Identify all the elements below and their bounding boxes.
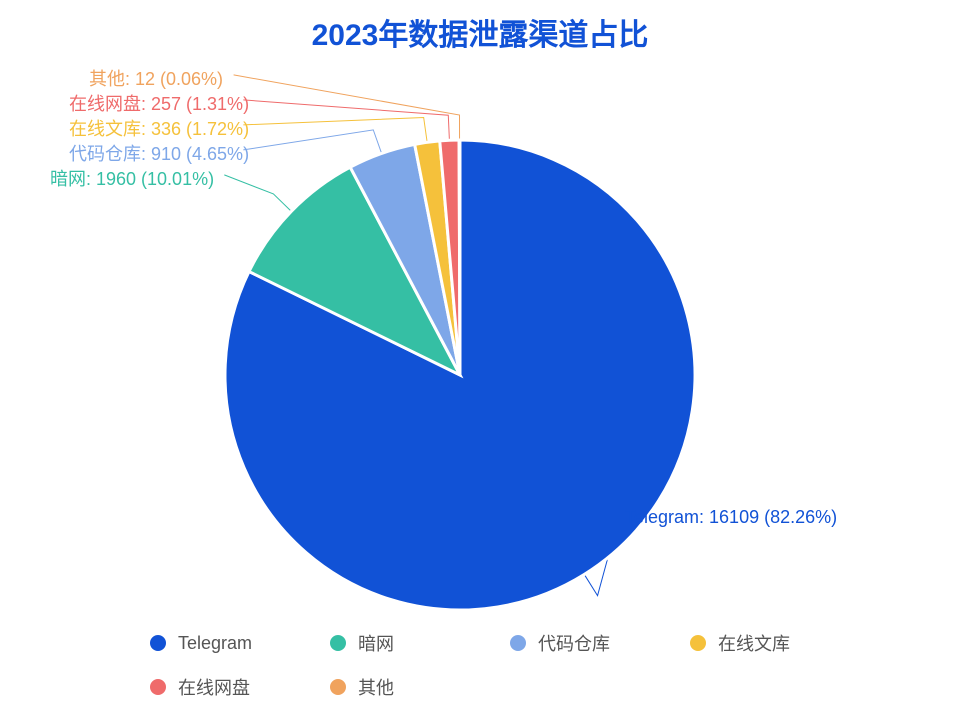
legend-label: 在线网盘 xyxy=(178,674,250,700)
legend-item: 在线文库 xyxy=(690,630,810,656)
legend-item: 代码仓库 xyxy=(510,630,630,656)
legend-label: 其他 xyxy=(358,674,394,700)
legend-dot xyxy=(330,679,346,695)
legend-item: 其他 xyxy=(330,674,450,700)
legend-item: Telegram xyxy=(150,630,270,656)
slice-label: 暗网: 1960 (10.01%) xyxy=(50,165,214,191)
pie-slices xyxy=(225,140,695,610)
legend-label: 代码仓库 xyxy=(538,630,610,656)
legend-label: 在线文库 xyxy=(718,630,790,656)
legend-dot xyxy=(150,679,166,695)
legend-label: 暗网 xyxy=(358,630,394,656)
legend: Telegram 暗网 代码仓库 在线文库在线网盘 其他 xyxy=(150,630,900,700)
pie-slice xyxy=(459,140,460,375)
legend-dot xyxy=(690,635,706,651)
leader-line xyxy=(224,175,291,211)
legend-item: 在线网盘 xyxy=(150,674,270,700)
pie-chart: 2023年数据泄露渠道占比 Telegram: 16109 (82.26%)暗网… xyxy=(0,0,960,720)
legend-dot xyxy=(510,635,526,651)
slice-label: 在线文库: 336 (1.72%) xyxy=(69,115,249,141)
slice-label: 其他: 12 (0.06%) xyxy=(89,65,223,91)
legend-label: Telegram xyxy=(178,633,252,654)
legend-dot xyxy=(330,635,346,651)
slice-label: 在线网盘: 257 (1.31%) xyxy=(69,90,249,116)
leader-line xyxy=(243,130,381,154)
legend-dot xyxy=(150,635,166,651)
leader-line xyxy=(243,118,427,143)
slice-label: 代码仓库: 910 (4.65%) xyxy=(69,140,249,166)
slice-label: Telegram: 16109 (82.26%) xyxy=(625,507,837,528)
legend-item: 暗网 xyxy=(330,630,450,656)
